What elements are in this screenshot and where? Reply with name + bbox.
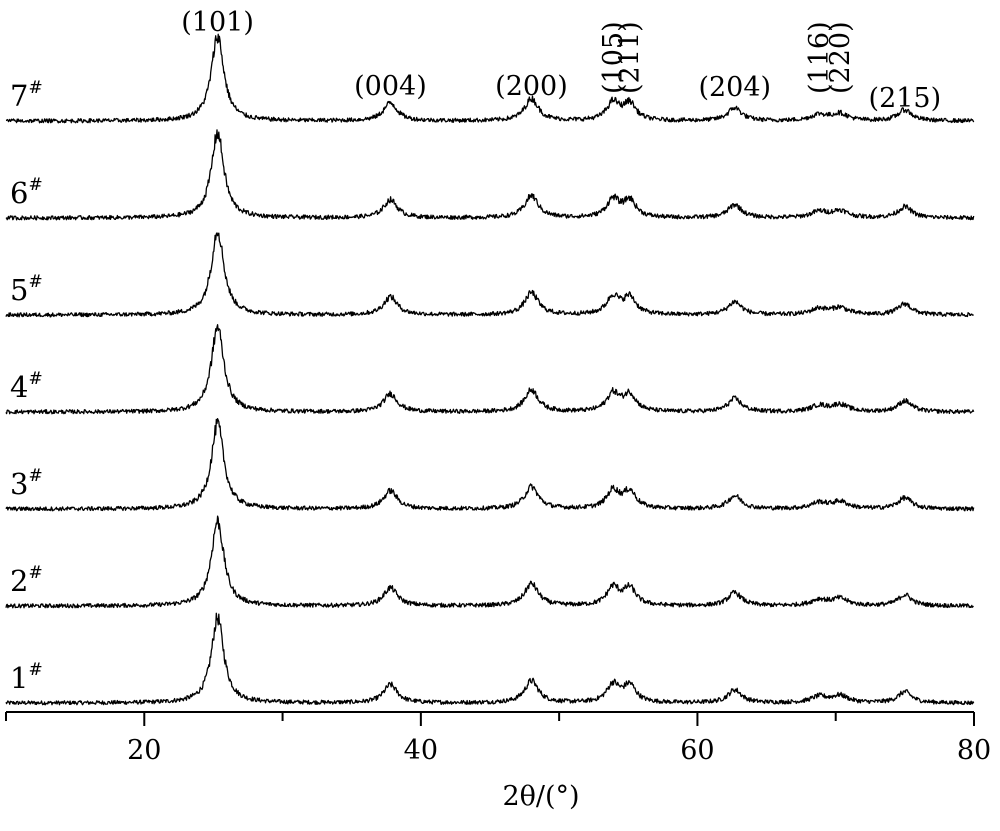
x-tick-label: 60 — [680, 735, 714, 766]
peak-label: (211) — [615, 21, 646, 94]
peak-labels-group: (101) (004) (200) (105)(211) (204) (116)(220)… — [181, 7, 941, 114]
series-3-label: 3# — [10, 466, 43, 501]
series-6-label: 6# — [10, 175, 43, 210]
peak-label: (116) — [804, 21, 835, 94]
peak-label: (200) — [495, 71, 568, 102]
x-ticks-group: 20 40 60 80 — [5, 712, 991, 766]
series-1-line — [5, 612, 975, 706]
series-2-label: 2# — [10, 563, 43, 598]
series-4-line — [5, 324, 975, 415]
series-5-label: 5# — [10, 272, 43, 307]
sample-labels-group: 1# 2# 3# 4# 5# 6# 7# — [10, 78, 43, 695]
x-tick-label: 40 — [404, 735, 438, 766]
series-3-line — [5, 418, 975, 512]
series-1-label: 1# — [10, 660, 43, 695]
series-7-label: 7# — [10, 78, 43, 113]
peak-label: (220) — [825, 21, 856, 94]
traces-group — [5, 33, 975, 706]
x-tick-label: 80 — [957, 735, 991, 766]
peak-label: (004) — [354, 71, 427, 102]
peak-label: (101) — [181, 7, 254, 38]
series-6-line — [5, 129, 975, 221]
peak-label: (215) — [869, 83, 942, 114]
peak-label: (204) — [698, 72, 771, 103]
series-4-label: 4# — [10, 369, 43, 404]
x-axis-label: 2θ/(°) — [502, 781, 579, 812]
x-tick-label: 20 — [127, 735, 161, 766]
series-5-line — [5, 232, 974, 318]
series-7-line — [5, 33, 975, 124]
series-2-line — [5, 515, 974, 609]
peak-label: (105) — [598, 21, 629, 94]
